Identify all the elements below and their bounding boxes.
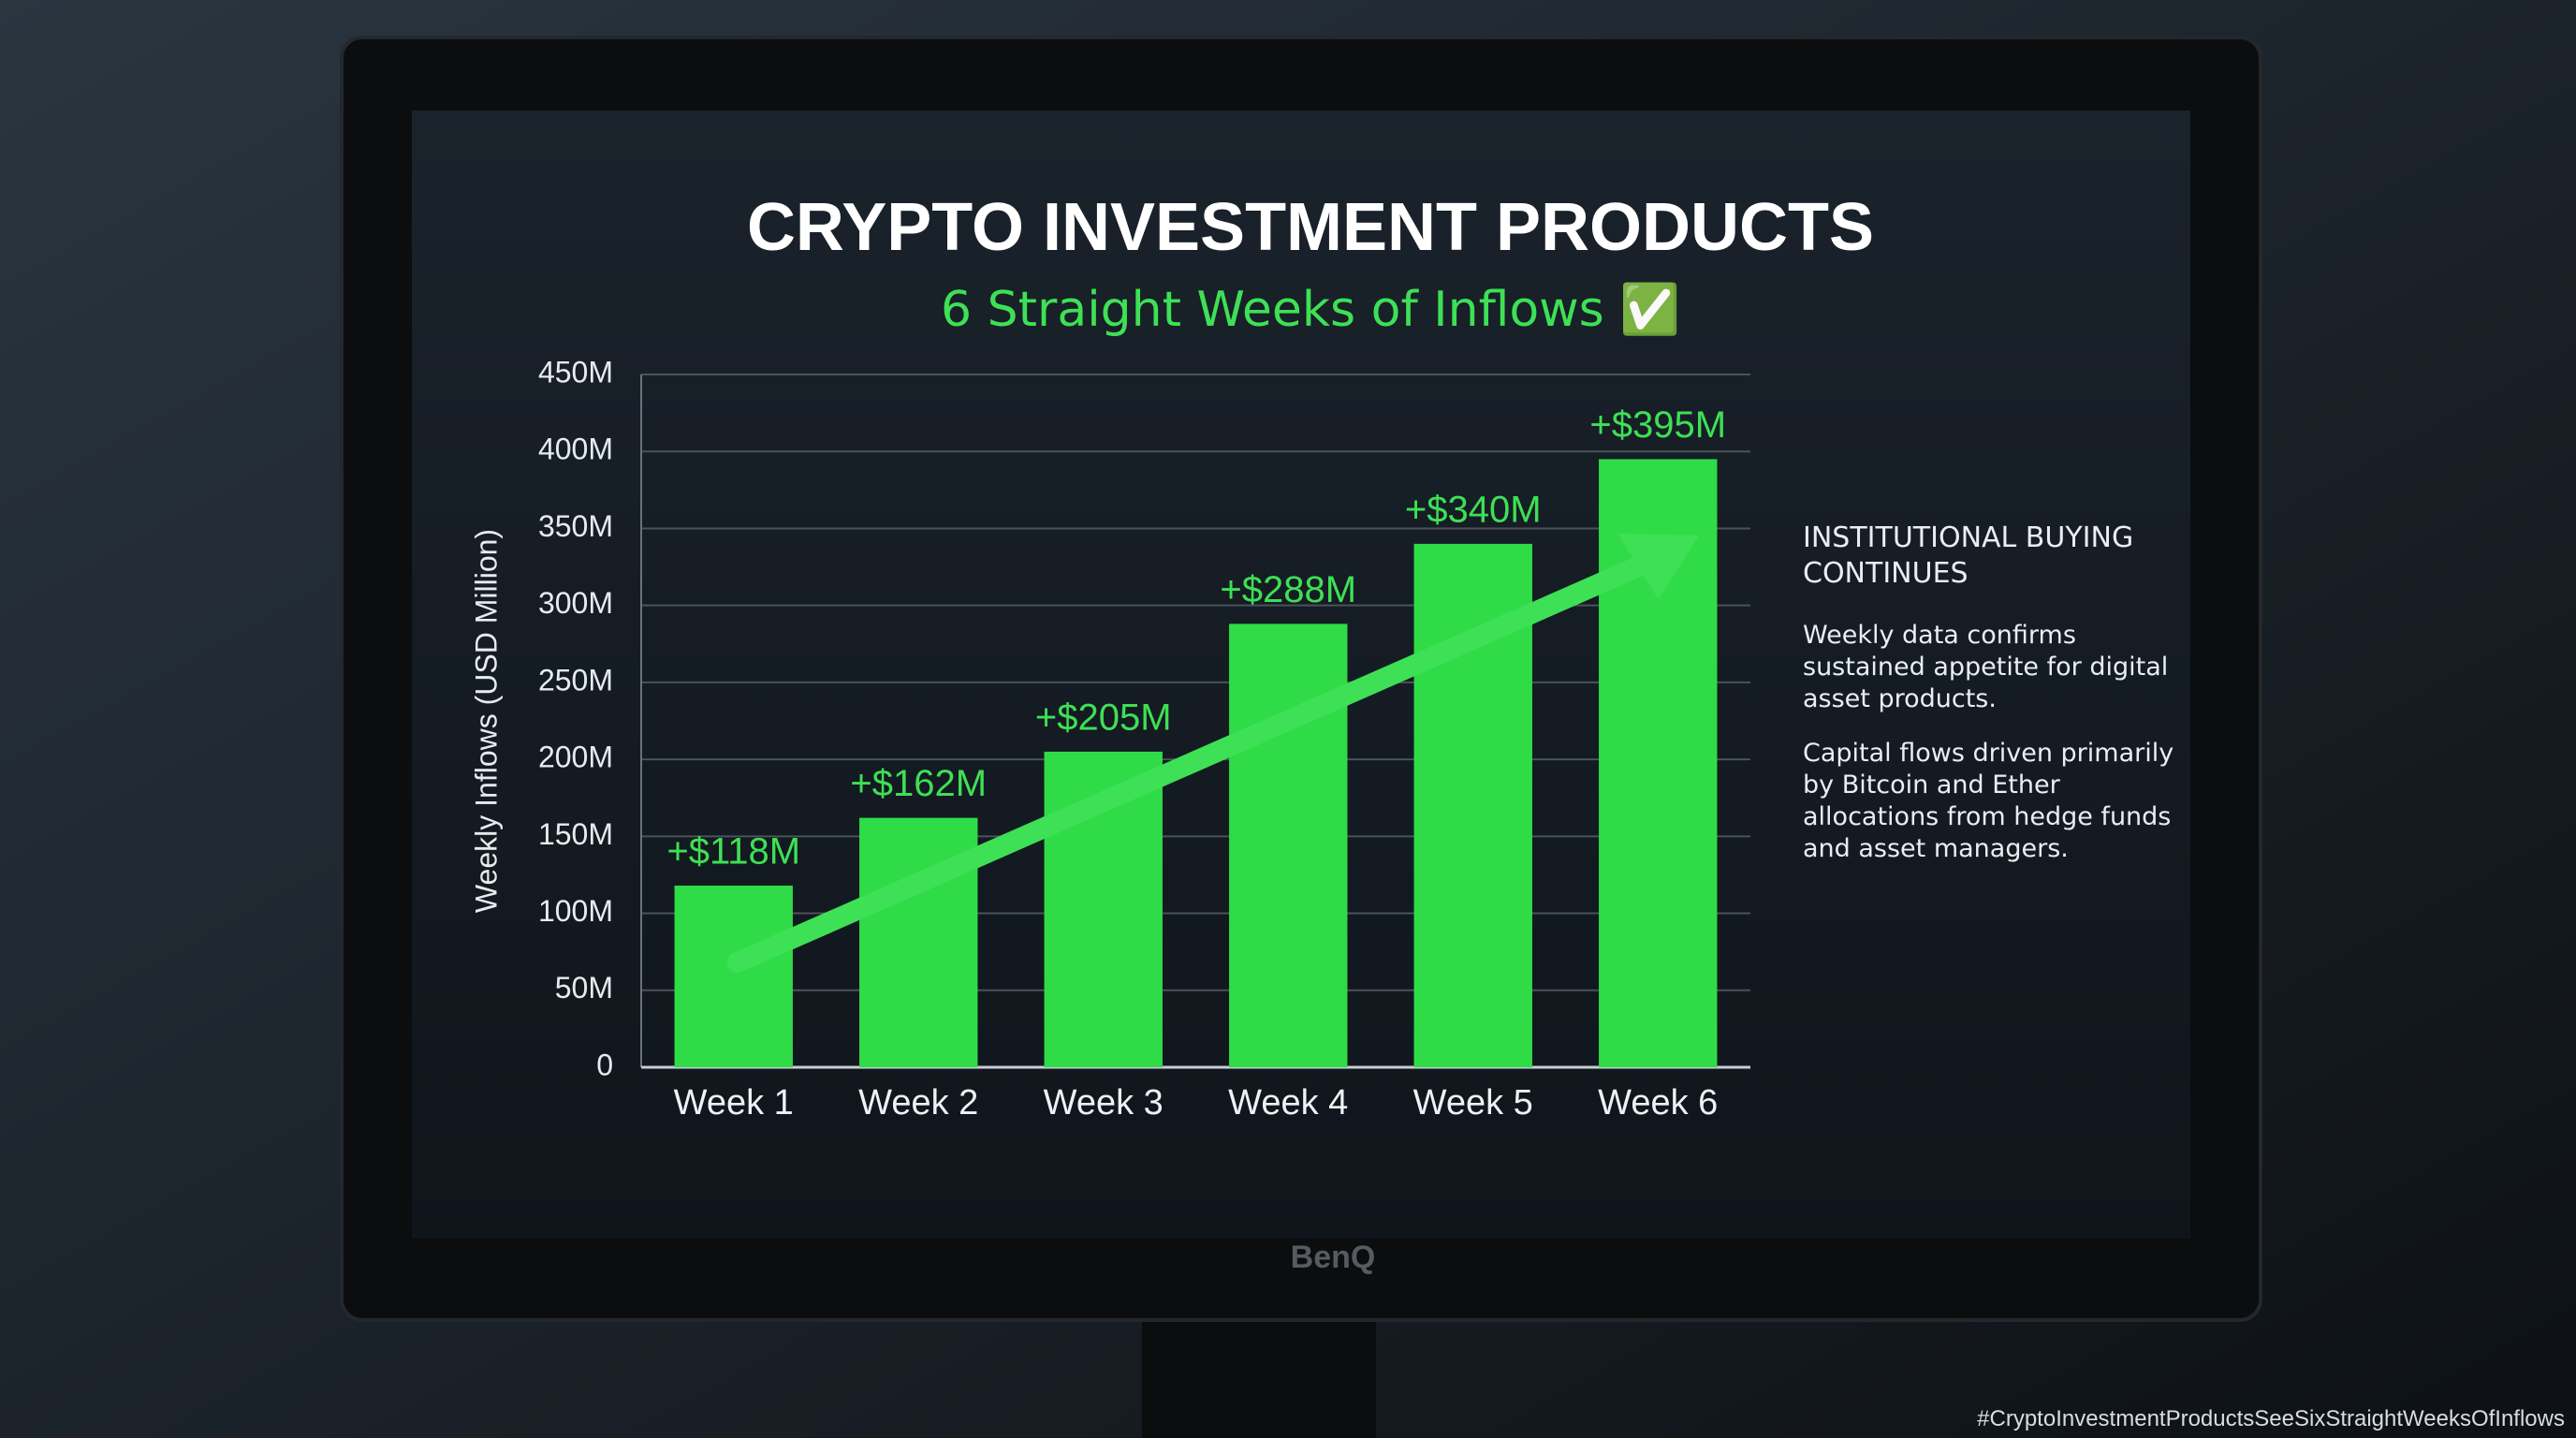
bar	[1229, 624, 1348, 1067]
trend-arrow	[727, 534, 1699, 973]
y-tick-label: 450M	[538, 355, 613, 389]
monitor-brand: BenQ	[1291, 1240, 1376, 1275]
value-label: +$288M	[1220, 569, 1356, 610]
chart-title: CRYPTO INVESTMENT PRODUCTS	[747, 190, 1874, 265]
value-label: +$118M	[666, 831, 800, 873]
y-tick-label: 50M	[555, 971, 613, 1005]
x-tick-label: Week 2	[858, 1083, 978, 1123]
trend-arrow-shaft	[727, 551, 1660, 973]
trend-arrow-head	[1617, 534, 1699, 599]
bar	[674, 885, 793, 1067]
x-tick-label: Week 4	[1228, 1083, 1348, 1123]
side-panel: INSTITUTIONAL BUYING CONTINUES Weekly da…	[1803, 521, 2196, 888]
value-label: +$340M	[1405, 489, 1542, 530]
y-tick-label: 200M	[538, 741, 613, 774]
y-tick-label: 250M	[538, 663, 613, 697]
y-tick-label: 300M	[538, 586, 613, 620]
y-tick-label: 150M	[538, 817, 613, 851]
value-label: +$162M	[850, 763, 987, 804]
x-tick-label: Week 1	[674, 1083, 794, 1123]
y-tick-label: 400M	[538, 433, 613, 466]
caption: #CryptoInvestmentProductsSeeSixStraightW…	[1977, 1406, 2565, 1431]
y-axis-label: Weekly Inflows (USD Million)	[469, 529, 503, 913]
y-tick-label: 100M	[538, 894, 613, 928]
y-tick-label: 0	[596, 1048, 613, 1081]
side-panel-paragraph: Capital flows driven primarily by Bitcoi…	[1803, 739, 2174, 863]
monitor-stand	[1142, 1301, 1376, 1438]
value-label: +$205M	[1035, 697, 1172, 738]
x-tick-label: Week 3	[1044, 1083, 1164, 1123]
x-tick-label: Week 6	[1598, 1083, 1718, 1123]
side-panel-paragraph: Weekly data confirms sustained appetite …	[1803, 621, 2169, 713]
value-label: +$395M	[1589, 404, 1726, 446]
chart-subtitle: 6 Straight Weeks of Inflows ✅	[941, 281, 1680, 338]
x-tick-label: Week 5	[1413, 1083, 1533, 1123]
plot-area: 0 50M 100M 150M 200M 250M 300M 350M 400M 450M Week…	[538, 355, 1750, 1123]
side-panel-heading: INSTITUTIONAL BUYING CONTINUES	[1803, 521, 2134, 590]
y-tick-label: 350M	[538, 509, 613, 543]
